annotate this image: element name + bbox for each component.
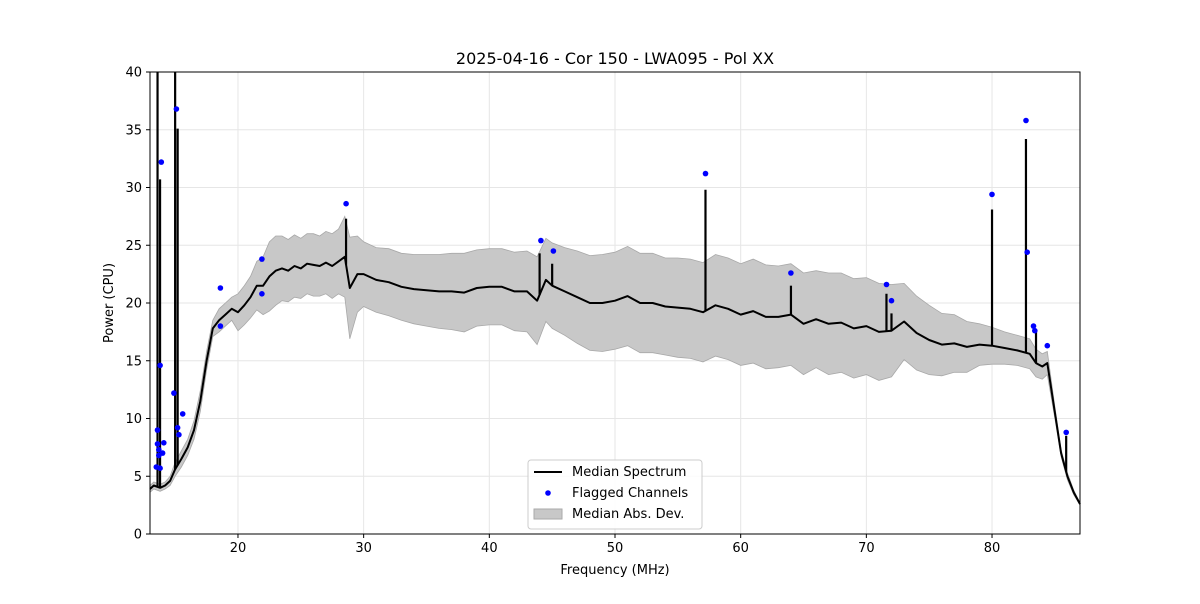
flagged-channel-point [174,424,181,431]
flagged-channel-point [156,446,162,453]
y-axis-label: Power (CPU) [102,263,117,343]
y-tick-label: 20 [125,297,142,312]
legend-flagged-dot-swatch [545,490,551,496]
flagged-channel-point [217,323,224,329]
flagged-channel-point [179,411,186,417]
flagged-channel-point [702,170,709,177]
flagged-channel-point [343,200,349,207]
y-tick-label: 0 [134,528,142,543]
flagged-channel-point [159,450,166,456]
flagged-channel-point [1044,342,1051,349]
flagged-channel-point [157,362,163,369]
flagged-channel-point [173,106,180,112]
flagged-channel-point [259,291,265,297]
median-spectrum-layer [149,72,1081,505]
legend: Median Spectrum Flagged Channels Median … [527,459,703,530]
chart-title: 2025-04-16 - Cor 150 - LWA095 - Pol XX [456,49,774,68]
legend-mad-swatch [533,508,563,520]
y-tick-label: 5 [134,470,142,485]
x-tick-label: 40 [481,541,498,556]
flagged-channel-point [888,297,895,304]
flagged-channel-point [157,465,163,472]
y-tick-label: 30 [125,181,142,196]
legend-flagged-label: Flagged Channels [572,486,688,501]
x-axis-ticks: 20 30 40 50 60 70 80 [230,534,1001,556]
y-tick-label: 10 [125,412,142,427]
flagged-channel-point [989,191,995,198]
flagged-channel-point [217,285,224,291]
x-tick-label: 20 [230,541,247,556]
x-tick-label: 70 [858,541,875,556]
flagged-channel-point [788,270,794,276]
x-tick-label: 60 [732,541,749,556]
flagged-channel-point [538,237,544,244]
flagged-channel-point [1024,249,1030,255]
flagged-channel-point [1030,323,1037,329]
flagged-channel-point [154,427,161,433]
legend-box [527,459,703,530]
flagged-channel-point [161,440,167,446]
flagged-channel-point [171,390,177,396]
flagged-channel-point [1063,429,1069,436]
y-tick-label: 40 [125,66,142,81]
flagged-channel-point [154,441,161,447]
y-tick-label: 35 [125,123,142,138]
x-axis-label: Frequency (MHz) [560,563,669,578]
y-tick-label: 25 [125,239,142,254]
x-tick-label: 30 [355,541,372,556]
median-spectrum-line [149,255,1081,505]
flagged-channel-point [883,281,890,288]
flagged-channels-layer [153,106,1069,472]
legend-median-label: Median Spectrum [572,465,686,480]
flagged-channel-point [259,256,265,262]
flagged-channel-point [1023,117,1029,124]
flagged-channel-point [158,159,165,165]
flagged-channel-point [1032,327,1038,334]
y-tick-label: 15 [125,354,142,369]
legend-mad-label: Median Abs. Dev. [572,507,684,522]
x-tick-label: 50 [607,541,624,556]
flagged-channel-point [176,431,182,438]
y-axis-ticks: 0 5 10 15 20 25 30 35 40 [125,66,150,543]
flagged-channel-point [550,248,557,254]
x-tick-label: 80 [984,541,1001,556]
